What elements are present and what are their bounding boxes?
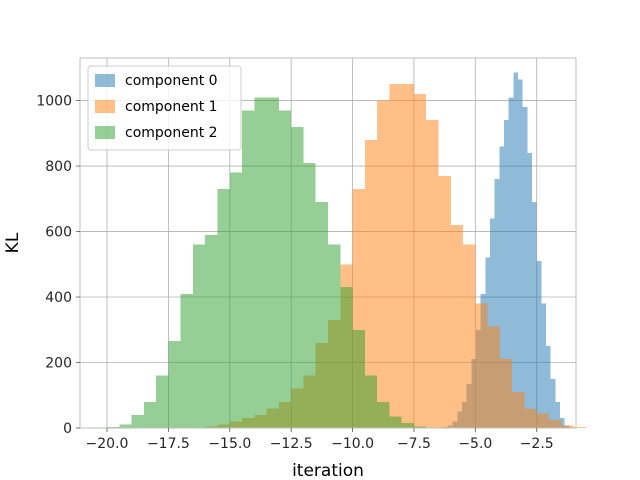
bar <box>205 234 218 428</box>
x-axis-label: iteration <box>292 461 364 480</box>
bar <box>426 120 439 428</box>
x-axis-ticks: −20.0 −17.5 −15.0 −12.5 −10.0 −7.5 −5.0 −2.5 <box>86 428 554 452</box>
x-tick-label: −7.5 <box>397 436 431 452</box>
bar <box>494 179 500 428</box>
bar <box>377 100 390 428</box>
bar <box>550 378 556 428</box>
bar <box>364 375 378 428</box>
bar <box>490 218 495 428</box>
bar <box>340 287 353 428</box>
x-tick-label: −10.0 <box>331 436 374 452</box>
x-tick-label: −17.5 <box>147 436 190 452</box>
bar <box>242 110 255 429</box>
plot-frame <box>79 57 577 429</box>
bar <box>266 97 279 428</box>
bar <box>278 110 292 429</box>
bar <box>499 359 513 428</box>
bar <box>522 107 528 428</box>
bar <box>401 423 414 428</box>
y-tick-label: 600 <box>45 225 72 241</box>
legend-label: component 0 <box>125 73 218 89</box>
legend-box <box>87 65 242 151</box>
bar <box>291 126 304 429</box>
bar <box>463 244 476 428</box>
bar <box>561 425 574 428</box>
bar <box>377 401 390 428</box>
bar <box>536 261 542 428</box>
bar <box>303 162 316 429</box>
series-2-bars <box>107 97 427 429</box>
bar <box>499 146 505 428</box>
bar <box>217 188 230 428</box>
x-tick-label: −12.5 <box>270 436 313 452</box>
bar <box>548 419 562 428</box>
y-tick-label: 1000 <box>36 94 72 110</box>
bar <box>364 139 378 429</box>
bar <box>450 224 464 428</box>
legend-swatch <box>95 100 115 113</box>
bar <box>512 391 525 428</box>
bar <box>487 326 500 428</box>
bar <box>254 97 267 428</box>
bar <box>527 152 533 428</box>
bar <box>119 424 132 428</box>
y-axis-ticks: 0 200 400 600 800 1000 <box>36 94 80 437</box>
histogram-bars <box>107 72 586 429</box>
bar <box>143 401 157 428</box>
bar <box>475 303 488 428</box>
bar <box>401 84 414 428</box>
bar <box>536 413 549 428</box>
bar <box>413 94 427 428</box>
y-tick-label: 0 <box>63 421 72 437</box>
bar <box>131 414 144 428</box>
bar <box>513 72 519 429</box>
bar <box>389 84 402 428</box>
bar <box>573 427 586 428</box>
x-tick-label: −20.0 <box>86 436 129 452</box>
bar <box>413 426 427 428</box>
x-tick-label: −2.5 <box>520 436 554 452</box>
bar <box>524 408 537 428</box>
bar <box>504 120 509 428</box>
bar <box>438 175 451 428</box>
bar <box>508 97 514 428</box>
bar <box>555 401 561 428</box>
bar <box>389 416 402 428</box>
bar <box>328 244 341 428</box>
y-tick-label: 800 <box>45 159 72 175</box>
y-axis-label: KL <box>3 232 23 253</box>
bar <box>180 293 193 428</box>
legend-swatch <box>95 74 115 87</box>
bar <box>352 329 365 428</box>
bar <box>315 202 328 428</box>
legend: component 0 component 1 component 2 <box>87 65 242 151</box>
legend-label: component 1 <box>125 99 218 115</box>
x-tick-label: −5.0 <box>458 436 492 452</box>
bar <box>168 341 181 428</box>
bar <box>546 346 551 428</box>
legend-label: component 2 <box>125 125 218 141</box>
x-tick-label: −15.0 <box>208 436 251 452</box>
bar <box>541 303 547 428</box>
y-tick-label: 200 <box>45 356 72 372</box>
bar <box>229 172 243 428</box>
bar <box>156 375 169 428</box>
legend-swatch <box>95 126 115 139</box>
bar <box>518 79 523 428</box>
bar <box>560 418 565 428</box>
bar <box>532 202 537 428</box>
bar <box>192 244 206 428</box>
y-tick-label: 400 <box>45 290 72 306</box>
